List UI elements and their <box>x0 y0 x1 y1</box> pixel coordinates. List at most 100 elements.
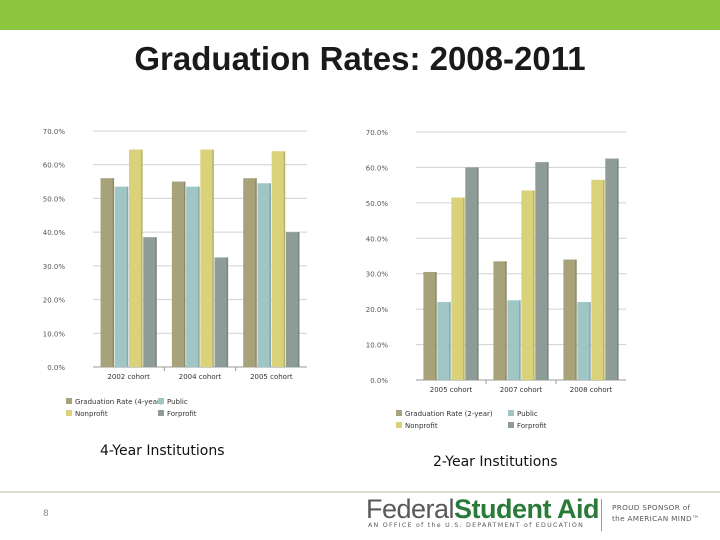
legend-label: Public <box>517 410 538 418</box>
bar-shade <box>255 178 257 367</box>
bar-shade <box>519 300 521 380</box>
chart-4-year-institutions: 0.0% 10.0% 20.0% 30.0% 40.0% 50.0% 60.0% 70.0% 2… <box>30 118 320 430</box>
legend-swatch <box>158 398 164 404</box>
legend-label: Forprofit <box>517 422 547 430</box>
y-tick-label: 40.0% <box>43 229 66 237</box>
bar-shade <box>126 186 129 367</box>
x-tick-label: 2008 cohort <box>570 386 613 394</box>
bar-shade <box>547 162 549 380</box>
bar <box>285 232 300 367</box>
legend-swatch <box>66 410 72 416</box>
bar <box>129 149 143 367</box>
bar <box>423 271 437 380</box>
bar-shade <box>183 181 186 367</box>
legend-label: Public <box>167 398 188 406</box>
slide-title: Graduation Rates: 2008-2011 <box>134 40 586 77</box>
sponsor-tagline: PROUD SPONSOR of the AMERICAN MIND™ <box>612 502 717 524</box>
bar <box>271 151 286 367</box>
chart-caption-2-year: 2-Year Institutions <box>433 454 558 470</box>
chart-2-year-institutions: 0.0% 10.0% 20.0% 30.0% 40.0% 50.0% 60.0% 70.0% 2… <box>360 118 635 443</box>
bar-shade <box>141 149 143 367</box>
bar <box>577 302 591 380</box>
bar-shade <box>505 261 507 380</box>
legend-label: Graduation Rate (4-year) <box>75 398 163 406</box>
bar-shade <box>617 158 619 380</box>
bar-shade <box>575 259 577 380</box>
bar-shade <box>112 178 115 367</box>
y-tick-label: 10.0% <box>366 342 389 350</box>
logo-word-student-aid: Student Aid <box>454 494 600 524</box>
logo-subtitle: AN OFFICE of the U.S. DEPARTMENT of EDUC… <box>368 522 585 529</box>
legend-label: Nonprofit <box>75 410 108 418</box>
sponsor-line-2: the AMERICAN MIND™ <box>612 514 700 523</box>
legend-swatch <box>396 410 402 416</box>
bar-shade <box>212 149 214 367</box>
y-tick-label: 30.0% <box>366 271 389 279</box>
y-tick-label: 40.0% <box>366 235 389 243</box>
bar-shade <box>283 151 286 367</box>
x-tick-label: 2004 cohort <box>179 373 222 381</box>
bar-shade <box>269 183 271 367</box>
logo-divider <box>601 499 602 531</box>
legend-swatch <box>508 410 514 416</box>
x-tick-label: 2007 cohort <box>500 386 543 394</box>
y-tick-label: 50.0% <box>366 200 389 208</box>
bar <box>493 261 507 380</box>
sponsor-line-1: PROUD SPONSOR of <box>612 503 691 512</box>
top-accent-bar <box>0 0 720 30</box>
bar <box>114 186 129 367</box>
bar <box>437 302 451 380</box>
y-tick-label: 0.0% <box>47 364 65 372</box>
x-tick-label: 2002 cohort <box>107 373 150 381</box>
legend-swatch <box>396 422 402 428</box>
logo-wordmark: FederalStudent Aid <box>366 494 600 524</box>
chart-caption-4-year: 4-Year Institutions <box>100 443 225 459</box>
logo-word-federal: Federal <box>366 494 455 524</box>
bar-shade <box>226 257 229 367</box>
bar-shade <box>603 179 605 380</box>
bar-shade <box>297 232 300 367</box>
bar-shade <box>435 271 437 380</box>
bar <box>563 259 577 380</box>
y-tick-label: 30.0% <box>43 263 66 271</box>
bar-shade <box>477 167 479 380</box>
federal-student-aid-logo: FederalStudent Aid AN OFFICE of the U.S.… <box>366 494 600 534</box>
bar-shade <box>533 190 535 380</box>
x-tick-label: 2005 cohort <box>250 373 293 381</box>
bar <box>507 300 521 380</box>
y-tick-label: 60.0% <box>366 164 389 172</box>
footer-divider <box>0 491 720 493</box>
y-tick-label: 20.0% <box>366 306 389 314</box>
y-tick-label: 20.0% <box>43 297 66 305</box>
y-tick-label: 0.0% <box>370 377 388 385</box>
bar <box>243 178 257 367</box>
bar <box>605 158 619 380</box>
y-tick-label: 10.0% <box>43 330 66 338</box>
bar <box>465 167 479 380</box>
bar <box>143 237 157 367</box>
bar <box>257 183 271 367</box>
y-tick-label: 60.0% <box>43 162 66 170</box>
bar <box>214 257 229 367</box>
legend-swatch <box>508 422 514 428</box>
bar <box>591 179 605 380</box>
bar <box>521 190 535 380</box>
bar <box>535 162 549 380</box>
legend-label: Nonprofit <box>405 422 438 430</box>
legend-swatch <box>158 410 164 416</box>
bar <box>100 178 115 367</box>
legend-label: Forprofit <box>167 410 197 418</box>
bar-shade <box>155 237 157 367</box>
bar <box>186 186 200 367</box>
y-tick-label: 70.0% <box>43 128 66 136</box>
bar <box>200 149 214 367</box>
x-tick-label: 2005 cohort <box>430 386 473 394</box>
bar-shade <box>463 197 465 380</box>
bar-shade <box>449 302 451 380</box>
legend-label: Graduation Rate (2-year) <box>405 410 493 418</box>
legend-swatch <box>66 398 72 404</box>
page-number: 8 <box>43 509 49 519</box>
bar-shade <box>589 302 591 380</box>
bar-shade <box>198 186 200 367</box>
y-tick-label: 70.0% <box>366 129 389 137</box>
